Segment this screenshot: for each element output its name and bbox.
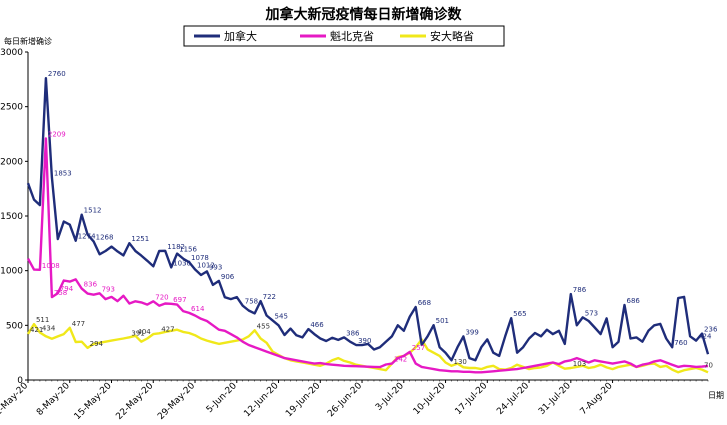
data-label: 1008 [42, 262, 60, 270]
x-tick-label: 10-Jul-20 [412, 381, 448, 417]
x-tick-label: 8-May-20 [35, 381, 72, 418]
y-tick-label: 1500 [0, 212, 23, 222]
data-label: 1030 [173, 259, 191, 267]
data-label: 794 [60, 285, 74, 293]
data-label: 142 [394, 356, 407, 364]
data-label: 786 [573, 286, 587, 294]
data-label: 501 [436, 317, 449, 325]
data-label: 103 [573, 360, 586, 368]
series-layer [26, 76, 710, 374]
y-tick-label: 3000 [0, 48, 23, 58]
y-tick-label: 1000 [0, 267, 23, 277]
chart-title: 加拿大新冠疫情每日新增确诊数 [265, 7, 462, 23]
data-label: 1156 [179, 246, 197, 254]
series-line-1 [26, 137, 709, 374]
x-tick-label: 17-Jul-20 [454, 381, 490, 417]
data-label: 993 [209, 263, 222, 271]
series-line-2 [26, 322, 709, 374]
data-label: 455 [257, 322, 270, 330]
data-labels: 2760 1853 1512 1274 1268 1251 1182 1030 11561078… [30, 70, 718, 369]
data-label: 404 [137, 328, 151, 336]
data-label: 573 [585, 309, 598, 317]
x-tick-label: 26-Jun-20 [326, 381, 364, 419]
y-tick-label: 0 [17, 376, 23, 386]
legend-box [183, 25, 505, 47]
x-tick-label: 24-Jul-20 [495, 381, 531, 417]
data-label: 2209 [48, 130, 66, 138]
data-label: 391 [131, 329, 144, 337]
series-line-0 [26, 76, 710, 362]
data-label: 427 [161, 325, 174, 333]
x-tick-label: 5-Jun-20 [205, 381, 239, 415]
y-tick-label: 2500 [0, 103, 23, 113]
data-label: 130 [454, 358, 467, 366]
data-label: 545 [275, 312, 288, 320]
data-label: 2760 [48, 70, 66, 78]
data-label: 1268 [96, 233, 114, 241]
data-label: 906 [221, 273, 235, 281]
data-label: 421 [30, 326, 43, 334]
data-label: 1078 [191, 254, 209, 262]
data-label: 1853 [54, 169, 72, 177]
x-tick-label: 15-May-20 [73, 381, 114, 422]
y-axis-label: 每日新增确诊 [4, 36, 52, 46]
x-tick-label: 1-May-20 [0, 381, 30, 418]
y-tick-label: 500 [6, 321, 23, 331]
data-label: 668 [418, 299, 431, 307]
data-label: 236 [704, 326, 718, 334]
data-label: 511 [36, 316, 49, 324]
data-label: 793 [102, 285, 115, 293]
data-label: 399 [465, 328, 478, 336]
x-tick-label: 19-Jun-20 [284, 381, 322, 419]
legend-label-2: 安大略省 [430, 29, 474, 43]
x-tick-label: 22-May-20 [114, 381, 155, 422]
data-label: 434 [42, 325, 56, 333]
data-label: 390 [358, 337, 371, 345]
data-label: 386 [346, 329, 360, 337]
x-tick-label: 29-May-20 [156, 381, 197, 422]
legend: 加拿大 魁北克省 安大略省 [183, 25, 505, 47]
data-label: 70 [704, 362, 713, 370]
legend-label-0: 加拿大 [224, 29, 257, 43]
data-label: 697 [173, 296, 186, 304]
x-tick-label: 31-Jul-20 [537, 381, 573, 417]
data-label: 836 [84, 281, 98, 289]
legend-label-1: 魁北克省 [330, 29, 374, 43]
data-label: 424 [698, 333, 712, 341]
y-tick-label: 2000 [0, 157, 23, 167]
data-label: 720 [155, 293, 168, 301]
x-tick-label: 12-Jun-20 [242, 381, 280, 419]
data-label: 1512 [84, 207, 102, 215]
data-label: 1012 [197, 261, 215, 269]
data-label: 1274 [78, 233, 96, 241]
x-tick-label: 7-Aug-20 [579, 381, 615, 417]
data-label: 758 [245, 298, 258, 306]
data-label: 614 [191, 305, 205, 313]
data-label: 686 [626, 297, 640, 305]
data-label: 466 [310, 321, 324, 329]
data-label: 477 [72, 320, 85, 328]
data-label: 257 [412, 344, 425, 352]
data-label: 722 [263, 293, 276, 301]
data-label: 565 [513, 310, 526, 318]
data-label: 1251 [131, 235, 149, 243]
x-tick-label: 3-Jul-20 [374, 381, 406, 413]
data-label: 1182 [167, 243, 185, 251]
data-label: 760 [674, 339, 687, 347]
data-label: 758 [54, 289, 67, 297]
data-label: 294 [90, 340, 104, 348]
x-axis-label: 日期 [708, 391, 724, 400]
